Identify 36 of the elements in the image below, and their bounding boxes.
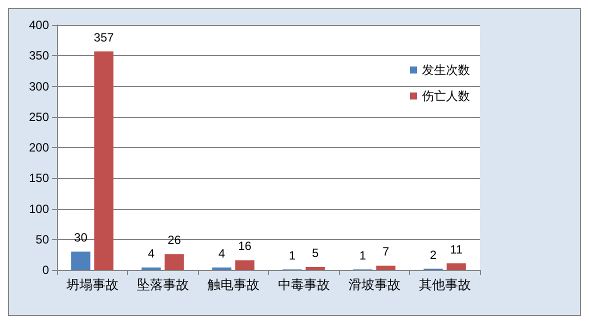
data-label: 7 (382, 244, 390, 259)
y-tick-label: 150 (28, 171, 50, 186)
data-label: 2 (430, 248, 437, 262)
y-tick-label: 300 (28, 79, 50, 94)
bar (446, 263, 466, 270)
data-label: 1 (359, 248, 366, 262)
data-label: 357 (94, 30, 114, 44)
x-tick-label: 滑坡事故 (348, 277, 400, 292)
data-label: 30 (74, 230, 88, 245)
y-tick-label: 0 (42, 263, 50, 277)
x-tick-label: 触电事故 (207, 277, 260, 292)
bar (306, 266, 325, 270)
data-label: 11 (450, 242, 463, 256)
data-label: 1 (288, 248, 296, 262)
data-label: 4 (148, 246, 155, 261)
bar (94, 51, 114, 270)
legend-label: 伤亡人数 (422, 89, 470, 103)
bar (235, 260, 254, 270)
y-tick-label: 200 (28, 140, 50, 154)
x-tick-label: 坠落事故 (136, 277, 189, 292)
legend-label: 发生次数 (422, 63, 470, 77)
data-label: 26 (168, 233, 182, 248)
x-tick-label: 中毒事故 (278, 277, 330, 292)
data-label: 5 (312, 246, 319, 260)
y-tick-label: 100 (28, 202, 50, 216)
x-tick-label: 其他事故 (418, 277, 471, 292)
data-label: 4 (218, 246, 226, 261)
data-label: 16 (238, 239, 252, 254)
y-tick-label: 50 (36, 232, 50, 246)
x-tick-label: 坍塌事故 (65, 277, 118, 292)
y-tick-label: 400 (28, 18, 50, 32)
y-tick-label: 250 (28, 110, 50, 124)
bar (71, 252, 90, 270)
bar (164, 254, 184, 270)
y-tick-label: 350 (28, 48, 50, 63)
bar (376, 266, 396, 270)
